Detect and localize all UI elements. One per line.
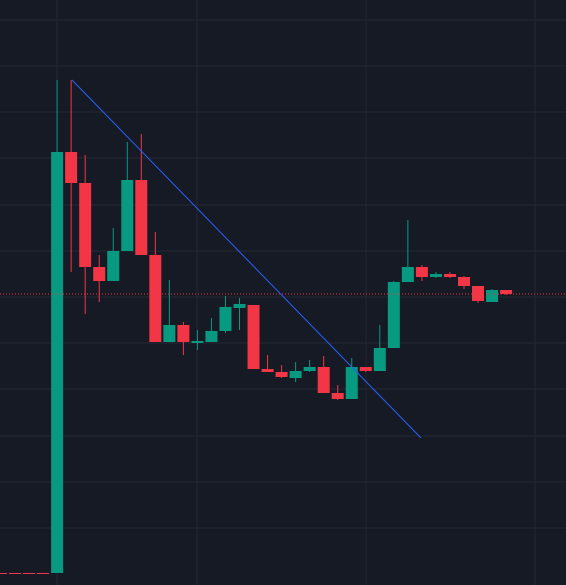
candle-body: [51, 152, 64, 573]
candle-body: [443, 274, 456, 277]
candle-body: [9, 573, 22, 574]
candle-body: [0, 573, 7, 574]
candle-body: [317, 367, 330, 393]
candle-body: [135, 180, 148, 255]
candle-body: [107, 251, 120, 281]
candle-body: [37, 573, 50, 574]
candle-body: [247, 305, 260, 369]
candle-body: [121, 180, 134, 251]
candle-body: [177, 325, 190, 342]
candle-body: [387, 282, 400, 348]
candle-body: [303, 367, 316, 371]
candle-body: [23, 573, 36, 574]
candle-body: [415, 267, 428, 277]
candle-body: [191, 341, 204, 343]
candle-body: [401, 267, 414, 282]
candle-body: [359, 367, 372, 371]
trend-line: [71, 79, 422, 439]
candle-body: [289, 371, 302, 378]
candle-body: [500, 290, 513, 294]
candle-body: [219, 307, 232, 331]
candle-body: [233, 304, 246, 308]
candles: [0, 80, 566, 574]
candle-body: [93, 267, 106, 281]
candle-body: [163, 325, 176, 342]
candle-body: [472, 286, 485, 301]
candle-body: [429, 274, 442, 277]
candle-body: [275, 372, 288, 377]
candle-body: [331, 393, 344, 399]
candle-body: [205, 331, 218, 342]
candle-body: [65, 152, 78, 183]
candle-body: [149, 255, 162, 342]
candle-body: [373, 348, 386, 371]
candle-body: [457, 277, 470, 286]
candle-body: [261, 369, 274, 372]
candle-body: [486, 290, 499, 302]
candle-body: [79, 183, 92, 267]
candle-body: [345, 367, 358, 399]
